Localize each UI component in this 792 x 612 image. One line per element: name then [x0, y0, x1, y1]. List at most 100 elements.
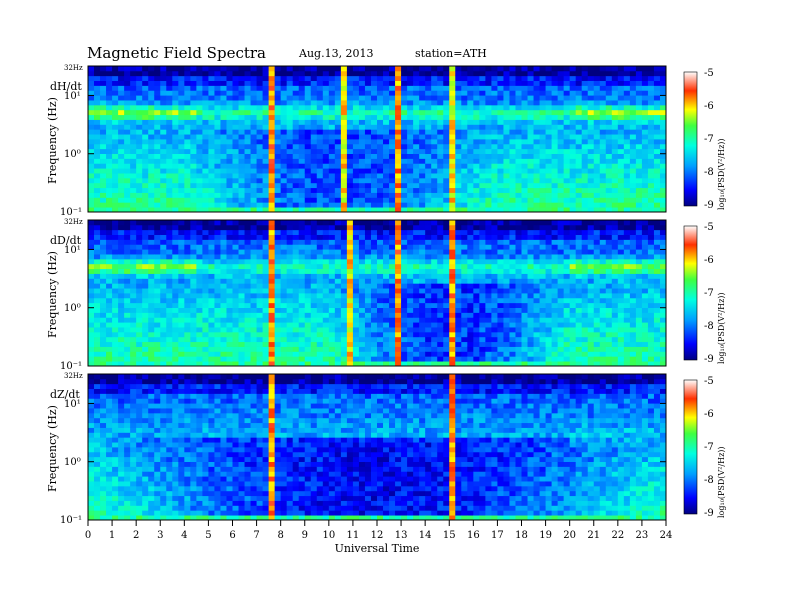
- heatmap-cell: [190, 119, 197, 125]
- heatmap-cell: [220, 229, 227, 235]
- heatmap-cell: [467, 336, 474, 343]
- heatmap-cell: [401, 229, 408, 235]
- heatmap-cell: [226, 70, 233, 77]
- heatmap-cell: [491, 124, 498, 130]
- heatmap-cell: [419, 90, 426, 96]
- heatmap-cell: [88, 114, 95, 120]
- heatmap-cell: [232, 75, 239, 81]
- heatmap-cell: [449, 336, 456, 343]
- heatmap-cell: [196, 182, 203, 189]
- heatmap-cell: [226, 143, 233, 150]
- heatmap-cell: [160, 293, 167, 299]
- heatmap-cell: [389, 317, 396, 323]
- heatmap-cell: [647, 95, 655, 101]
- heatmap-cell: [377, 331, 384, 338]
- heatmap-cell: [346, 307, 354, 313]
- heatmap-cell: [130, 351, 137, 357]
- heatmap-cell: [346, 297, 354, 304]
- heatmap-cell: [491, 158, 498, 164]
- heatmap-cell: [599, 197, 607, 203]
- heatmap-cell: [202, 249, 209, 255]
- heatmap-cell: [262, 124, 270, 130]
- heatmap-cell: [401, 220, 408, 226]
- heatmap-cell: [479, 317, 486, 323]
- heatmap-cell: [425, 70, 432, 77]
- heatmap-cell: [401, 85, 408, 91]
- colorbar-tick: -7: [704, 134, 714, 145]
- heatmap-cell: [479, 249, 486, 255]
- heatmap-cell: [340, 158, 348, 164]
- heatmap-cell: [238, 197, 245, 203]
- heatmap-cell: [485, 244, 492, 250]
- heatmap-cell: [286, 66, 294, 72]
- heatmap-cell: [196, 168, 203, 174]
- heatmap-cell: [298, 307, 306, 313]
- heatmap-cell: [208, 66, 215, 72]
- heatmap-cell: [443, 66, 450, 72]
- heatmap-cell: [130, 114, 137, 120]
- heatmap-cell: [569, 129, 577, 135]
- heatmap-cell: [292, 119, 300, 125]
- heatmap-cell: [328, 312, 336, 318]
- heatmap-cell: [190, 288, 197, 294]
- heatmap-cell: [407, 234, 414, 240]
- heatmap-cell: [647, 90, 655, 96]
- heatmap-cell: [419, 312, 426, 318]
- heatmap-cell: [623, 177, 631, 184]
- heatmap-cell: [292, 278, 300, 284]
- heatmap-cell: [238, 143, 245, 150]
- heatmap-cell: [262, 134, 270, 140]
- heatmap-cell: [112, 143, 119, 150]
- heatmap-cell: [256, 351, 263, 357]
- heatmap-cell: [346, 124, 354, 130]
- heatmap-cell: [389, 278, 396, 284]
- heatmap-cell: [407, 192, 414, 198]
- heatmap-cell: [455, 263, 462, 270]
- heatmap-cell: [118, 317, 125, 323]
- heatmap-cell: [443, 322, 450, 328]
- heatmap-cell: [250, 119, 257, 125]
- heatmap-cell: [539, 207, 546, 213]
- heatmap-cell: [419, 173, 426, 179]
- heatmap-cell: [280, 239, 288, 245]
- heatmap-cell: [491, 278, 498, 284]
- heatmap-cell: [160, 207, 167, 213]
- heatmap-cell: [557, 197, 565, 203]
- heatmap-cell: [413, 341, 420, 347]
- heatmap-cell: [112, 361, 119, 367]
- heatmap-cell: [124, 129, 131, 135]
- heatmap-cell: [437, 173, 444, 179]
- heatmap-cell: [220, 302, 227, 308]
- heatmap-cell: [112, 207, 119, 213]
- heatmap-cell: [364, 187, 372, 193]
- heatmap-cell: [497, 263, 504, 270]
- heatmap-cell: [425, 187, 432, 193]
- heatmap-cell: [575, 143, 583, 150]
- heatmap-cell: [389, 119, 396, 125]
- heatmap-cell: [286, 197, 294, 203]
- heatmap-cell: [461, 207, 468, 213]
- heatmap-cell: [370, 341, 378, 347]
- heatmap-cell: [298, 168, 306, 174]
- heatmap-cell: [370, 220, 378, 226]
- heatmap-cell: [383, 182, 390, 189]
- heatmap-cell: [124, 258, 131, 265]
- heatmap-cell: [617, 104, 625, 111]
- heatmap-cell: [599, 119, 607, 125]
- heatmap-cell: [130, 239, 137, 245]
- heatmap-cell: [611, 66, 619, 72]
- heatmap-cell: [142, 307, 149, 313]
- heatmap-cell: [310, 95, 318, 101]
- heatmap-cell: [124, 148, 131, 154]
- heatmap-cell: [292, 297, 300, 304]
- heatmap-cell: [148, 168, 155, 174]
- heatmap-cell: [208, 173, 215, 179]
- heatmap-cell: [112, 134, 119, 140]
- heatmap-cell: [172, 312, 179, 318]
- heatmap-cell: [220, 158, 227, 164]
- heatmap-cell: [370, 187, 378, 193]
- heatmap-cell: [214, 302, 221, 308]
- heatmap-cell: [352, 80, 360, 86]
- heatmap-cell: [328, 134, 336, 140]
- heatmap-cell: [455, 254, 462, 260]
